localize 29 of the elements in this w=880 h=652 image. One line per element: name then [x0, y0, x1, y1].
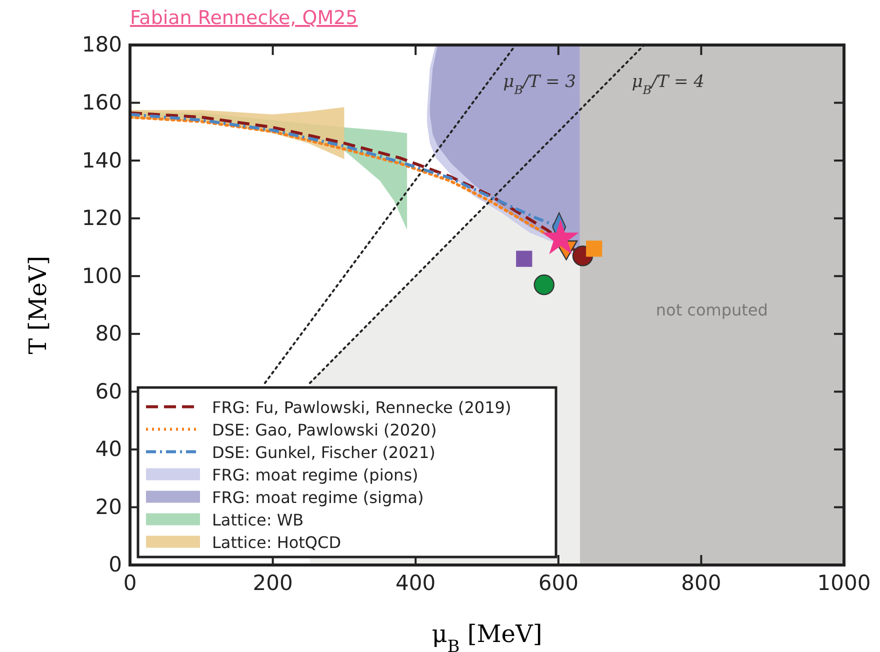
legend-label: FRG: moat regime (sigma): [212, 488, 424, 507]
y-tick-label: 20: [95, 494, 122, 519]
y-tick-label: 120: [82, 206, 122, 230]
y-tick-label: 140: [82, 148, 122, 172]
legend-label: FRG: Fu, Pawlowski, Rennecke (2019): [212, 398, 512, 417]
y-tick-label: 160: [82, 90, 122, 114]
band-label: not computed: [656, 300, 768, 320]
legend-label: Lattice: HotQCD: [212, 532, 342, 552]
legend-label: DSE: Gao, Pawlowski (2020): [212, 420, 437, 440]
x-axis-title: μ$_{B}$ [MeV]: [432, 620, 542, 652]
y-tick-label: 0: [108, 552, 122, 577]
x-tick-label: 0: [123, 570, 137, 595]
legend-label: FRG: moat regime (pions): [212, 465, 418, 484]
x-tick-label: 400: [396, 570, 436, 595]
annotation: μ$_{B}$/T = 4: [632, 72, 704, 97]
y-tick-label: 80: [95, 322, 122, 346]
legend-label: Lattice: WB: [212, 510, 304, 530]
x-tick-label: 200: [252, 570, 293, 595]
annotation: μ$_{B}$/T = 3: [503, 72, 576, 97]
x-tick-label: 800: [681, 570, 722, 595]
y-tick-label: 40: [95, 437, 122, 462]
y-tick-label: 60: [95, 379, 122, 404]
y-axis-title: T [MeV]: [24, 256, 52, 354]
y-tick-label: 100: [82, 264, 122, 288]
chart-title: Fabian Rennecke, QM25: [130, 7, 358, 29]
x-tick-label: 1000: [817, 570, 871, 595]
legend-label: DSE: Gunkel, Fischer (2021): [212, 442, 436, 462]
x-tick-label: 600: [538, 570, 578, 595]
y-tick-label: 180: [82, 32, 122, 57]
